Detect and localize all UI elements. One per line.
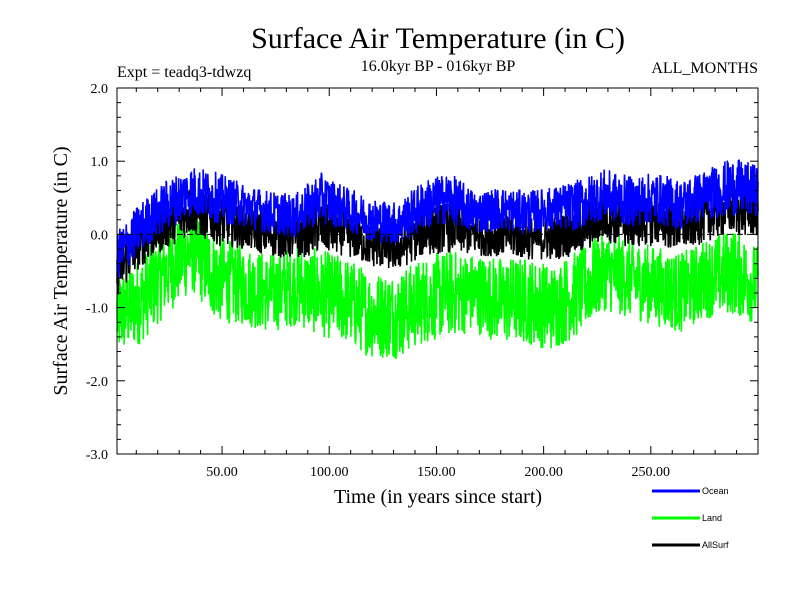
- legend-label-ocean: Ocean: [702, 486, 729, 496]
- y-axis-label: Surface Air Temperature (in C): [50, 146, 72, 395]
- y-tick-label: 0.0: [91, 228, 109, 243]
- chart-subtitle-left: Expt = teadq3-tdwzq: [117, 64, 251, 81]
- legend-label-land: Land: [702, 513, 722, 523]
- x-tick-label: 250.00: [632, 465, 671, 480]
- chart-subtitle-center: 16.0kyr BP - 016kyr BP: [361, 58, 516, 75]
- y-tick-label: -3.0: [86, 448, 108, 463]
- series-line-ocean: [116, 159, 759, 279]
- y-tick-labels: -3.0 -2.0 -1.0 0.0 1.0 2.0: [86, 82, 108, 463]
- axis-ticks: [117, 87, 759, 455]
- series-line-land: [116, 209, 759, 360]
- chart-subtitle-right: ALL_MONTHS: [651, 60, 758, 77]
- y-tick-label: -1.0: [86, 302, 108, 317]
- x-tick-label: 100.00: [310, 465, 349, 480]
- x-tick-label: 150.00: [417, 465, 456, 480]
- x-axis-label: Time (in years since start): [334, 486, 542, 508]
- chart-title: Surface Air Temperature (in C): [251, 22, 625, 55]
- legend: Ocean Land AllSurf: [652, 486, 729, 550]
- legend-label-allsurf: AllSurf: [702, 540, 729, 550]
- y-tick-label: 2.0: [91, 82, 109, 97]
- y-tick-label: -2.0: [86, 375, 108, 390]
- x-tick-label: 200.00: [524, 465, 563, 480]
- series-layer: [116, 159, 759, 360]
- y-tick-label: 1.0: [91, 155, 109, 170]
- x-tick-labels: 50.00 100.00 150.00 200.00 250.00: [206, 465, 670, 480]
- x-tick-label: 50.00: [206, 465, 238, 480]
- plot-frame: [116, 87, 759, 455]
